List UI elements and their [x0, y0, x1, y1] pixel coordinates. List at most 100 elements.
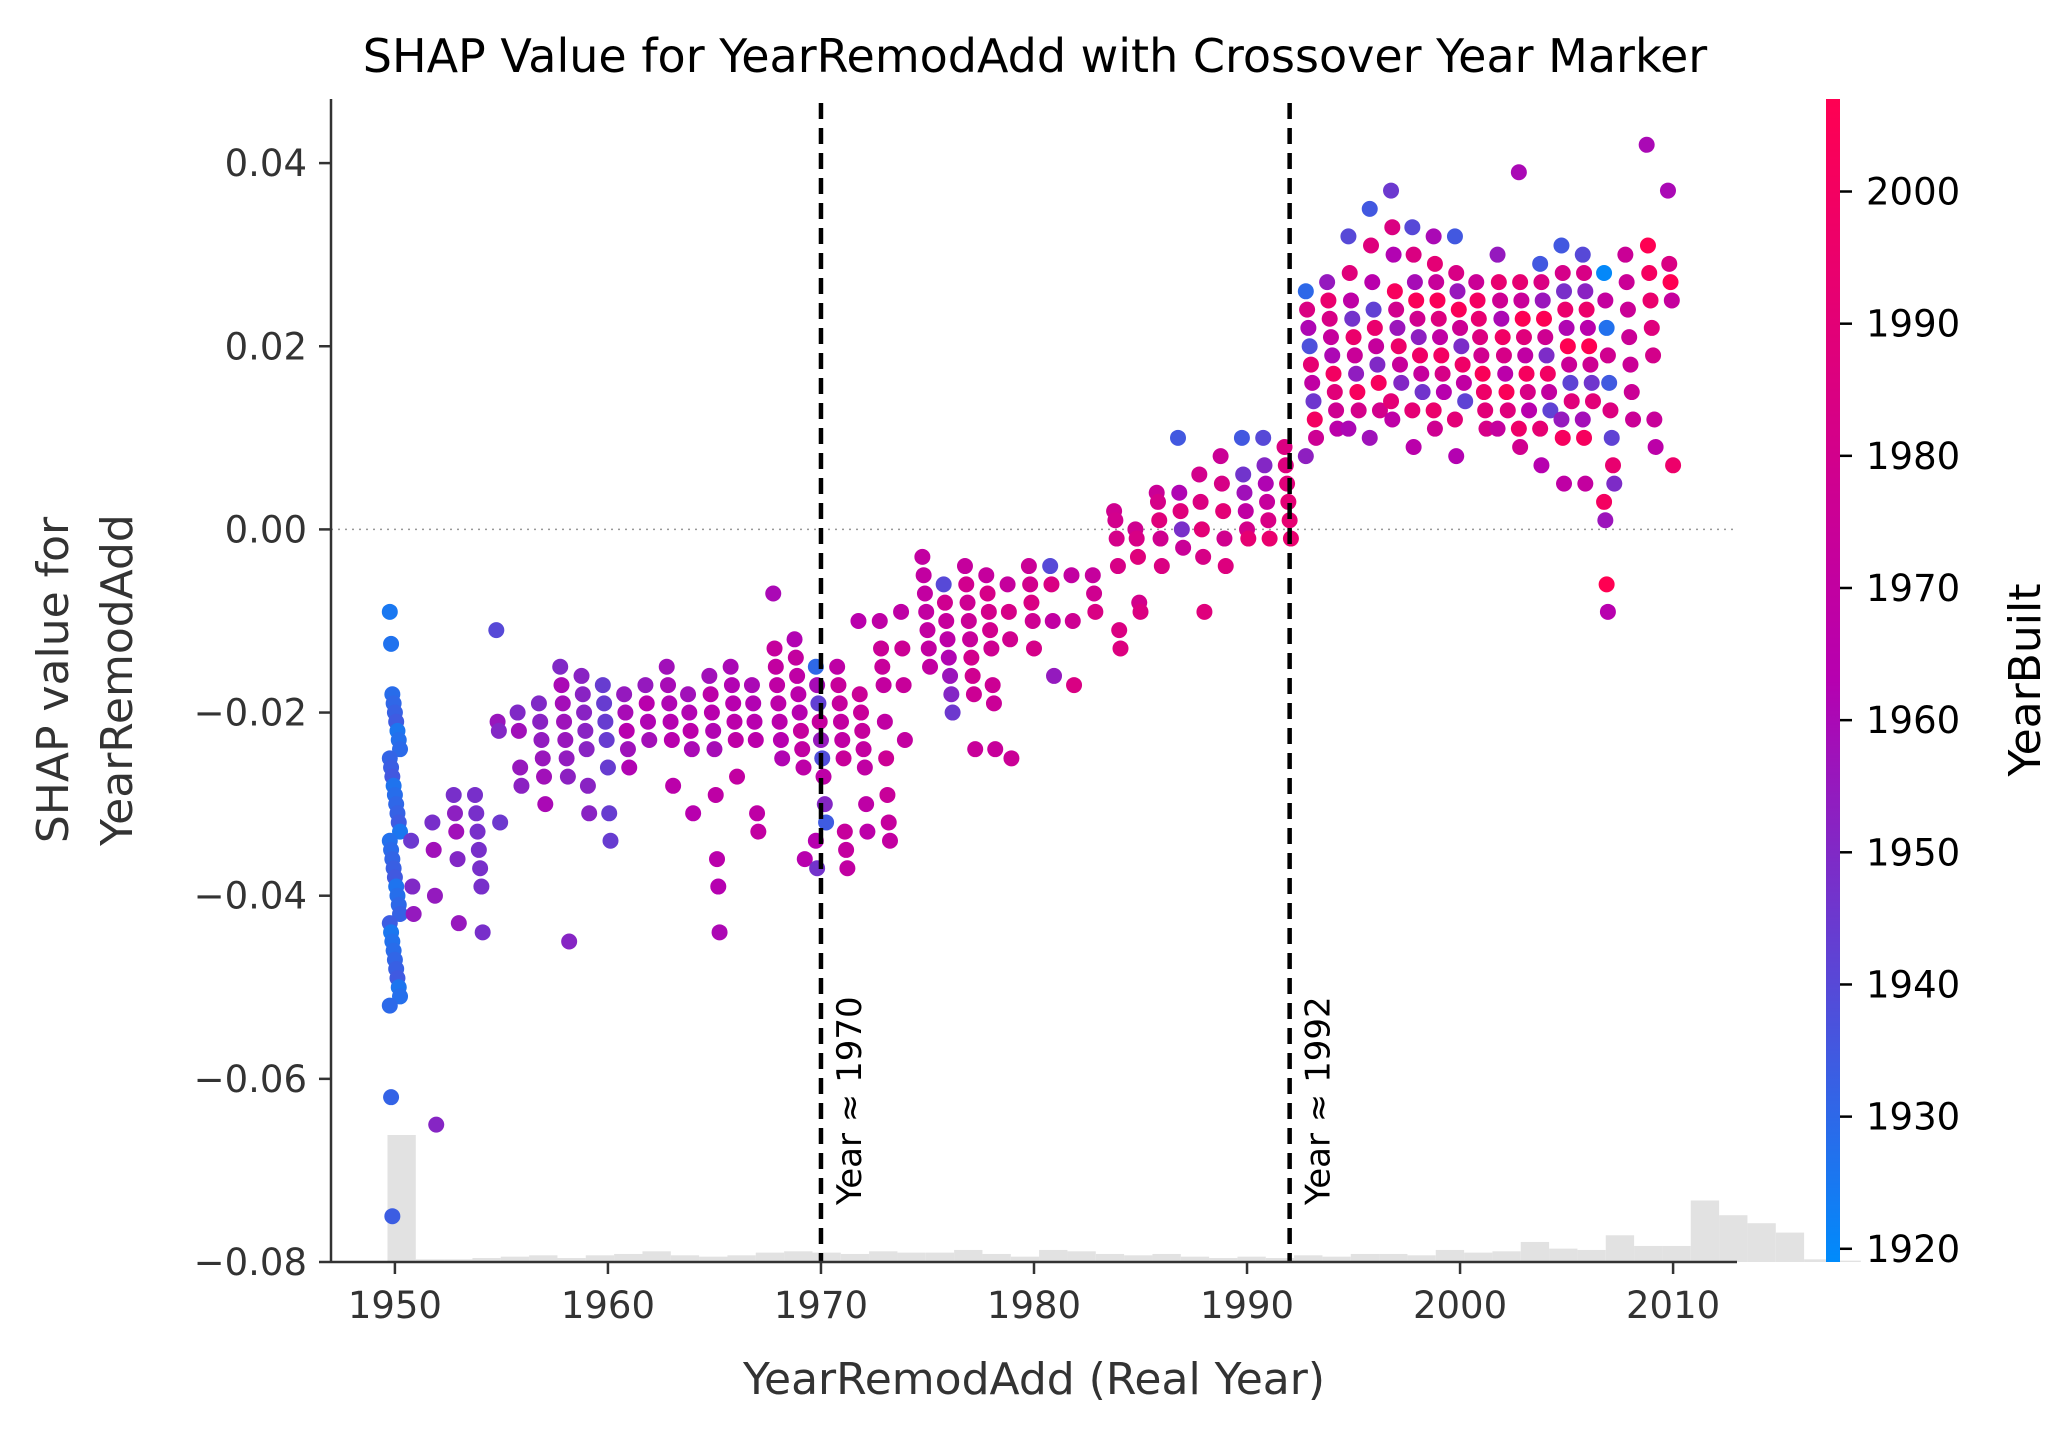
data-point	[1281, 512, 1298, 529]
data-point	[1342, 292, 1359, 309]
colorbar-tick-label: 1940	[1866, 963, 1960, 1006]
data-point	[383, 635, 400, 652]
data-point	[561, 933, 578, 950]
data-point	[1173, 521, 1190, 538]
data-point	[871, 612, 888, 629]
data-point	[579, 777, 596, 794]
data-point	[1191, 466, 1208, 483]
x-tick-label: 1970	[774, 1284, 868, 1327]
data-point	[1539, 365, 1556, 382]
data-point	[874, 658, 891, 675]
data-point	[916, 585, 933, 602]
data-point	[469, 823, 486, 840]
data-point	[980, 603, 997, 620]
data-point	[873, 640, 890, 657]
colorbar-tick-label: 1950	[1866, 831, 1960, 874]
data-point	[1153, 558, 1170, 575]
y-tick-label: −0.02	[194, 692, 307, 735]
histogram-bar	[1605, 1235, 1635, 1262]
data-point	[880, 814, 897, 831]
data-point	[1256, 457, 1273, 474]
data-point	[967, 741, 984, 758]
data-point	[831, 695, 848, 712]
data-point	[1562, 374, 1579, 391]
data-point	[425, 841, 442, 858]
data-point	[1326, 384, 1343, 401]
data-point	[965, 686, 982, 703]
data-point	[787, 649, 804, 666]
data-point	[1404, 402, 1421, 419]
data-point	[815, 768, 832, 785]
data-point	[637, 677, 654, 694]
data-point	[1606, 475, 1623, 492]
data-point	[922, 658, 939, 675]
crossover-marker-label: Year ≈ 1992	[1299, 996, 1339, 1206]
data-point	[1448, 448, 1465, 465]
data-point	[962, 631, 979, 648]
data-point	[746, 713, 763, 730]
data-point	[855, 741, 872, 758]
data-point	[1086, 585, 1103, 602]
data-point	[1533, 457, 1550, 474]
data-point	[1365, 301, 1382, 318]
data-point	[559, 768, 576, 785]
data-point	[1542, 402, 1559, 419]
data-point	[1537, 329, 1554, 346]
data-point	[881, 832, 898, 849]
data-point	[1514, 310, 1531, 327]
data-point	[767, 658, 784, 675]
data-point	[682, 722, 699, 739]
data-point	[1641, 264, 1658, 281]
data-point	[1512, 438, 1529, 455]
data-point	[1361, 200, 1378, 217]
data-point	[1302, 356, 1319, 373]
histogram-bar	[1775, 1232, 1805, 1262]
data-point	[832, 713, 849, 730]
data-point	[1584, 393, 1601, 410]
histogram-bar	[1039, 1249, 1068, 1262]
data-point	[836, 823, 853, 840]
histogram-bar	[897, 1252, 926, 1262]
data-point	[619, 741, 636, 758]
data-point	[1391, 356, 1408, 373]
data-point	[701, 667, 718, 684]
data-point	[1446, 411, 1463, 428]
data-point	[710, 878, 727, 895]
data-point	[1000, 603, 1017, 620]
data-point	[1663, 292, 1680, 309]
data-point	[1087, 603, 1104, 620]
histogram-bar	[755, 1252, 785, 1262]
data-point	[834, 732, 851, 749]
data-point	[1492, 292, 1509, 309]
data-point	[943, 686, 960, 703]
data-point	[1066, 677, 1083, 694]
x-axis-title: YearRemodAdd (Real Year)	[742, 1354, 1325, 1405]
colorbar	[1826, 99, 1840, 1262]
data-point	[1297, 448, 1314, 465]
data-point	[1020, 558, 1037, 575]
data-point	[1322, 329, 1339, 346]
data-point	[839, 860, 856, 877]
data-point	[1301, 338, 1318, 355]
data-point	[749, 805, 766, 822]
data-point	[1215, 503, 1232, 520]
data-point	[602, 832, 619, 849]
data-point	[1474, 365, 1491, 382]
data-point	[1457, 393, 1474, 410]
data-point	[790, 686, 807, 703]
data-point	[449, 851, 466, 868]
data-point	[1111, 622, 1128, 639]
data-point	[979, 585, 996, 602]
data-point	[597, 713, 614, 730]
colorbar-title: YearBuilt	[2000, 584, 2051, 778]
data-point	[702, 686, 719, 703]
data-point	[1044, 612, 1061, 629]
data-point	[1129, 548, 1146, 565]
colorbar-tick-label: 1920	[1866, 1228, 1960, 1271]
data-point	[594, 677, 611, 694]
data-point	[1366, 319, 1383, 336]
data-point	[1361, 429, 1378, 446]
y-axis-title-line1: SHAP value for	[28, 516, 79, 843]
data-point	[1454, 356, 1471, 373]
